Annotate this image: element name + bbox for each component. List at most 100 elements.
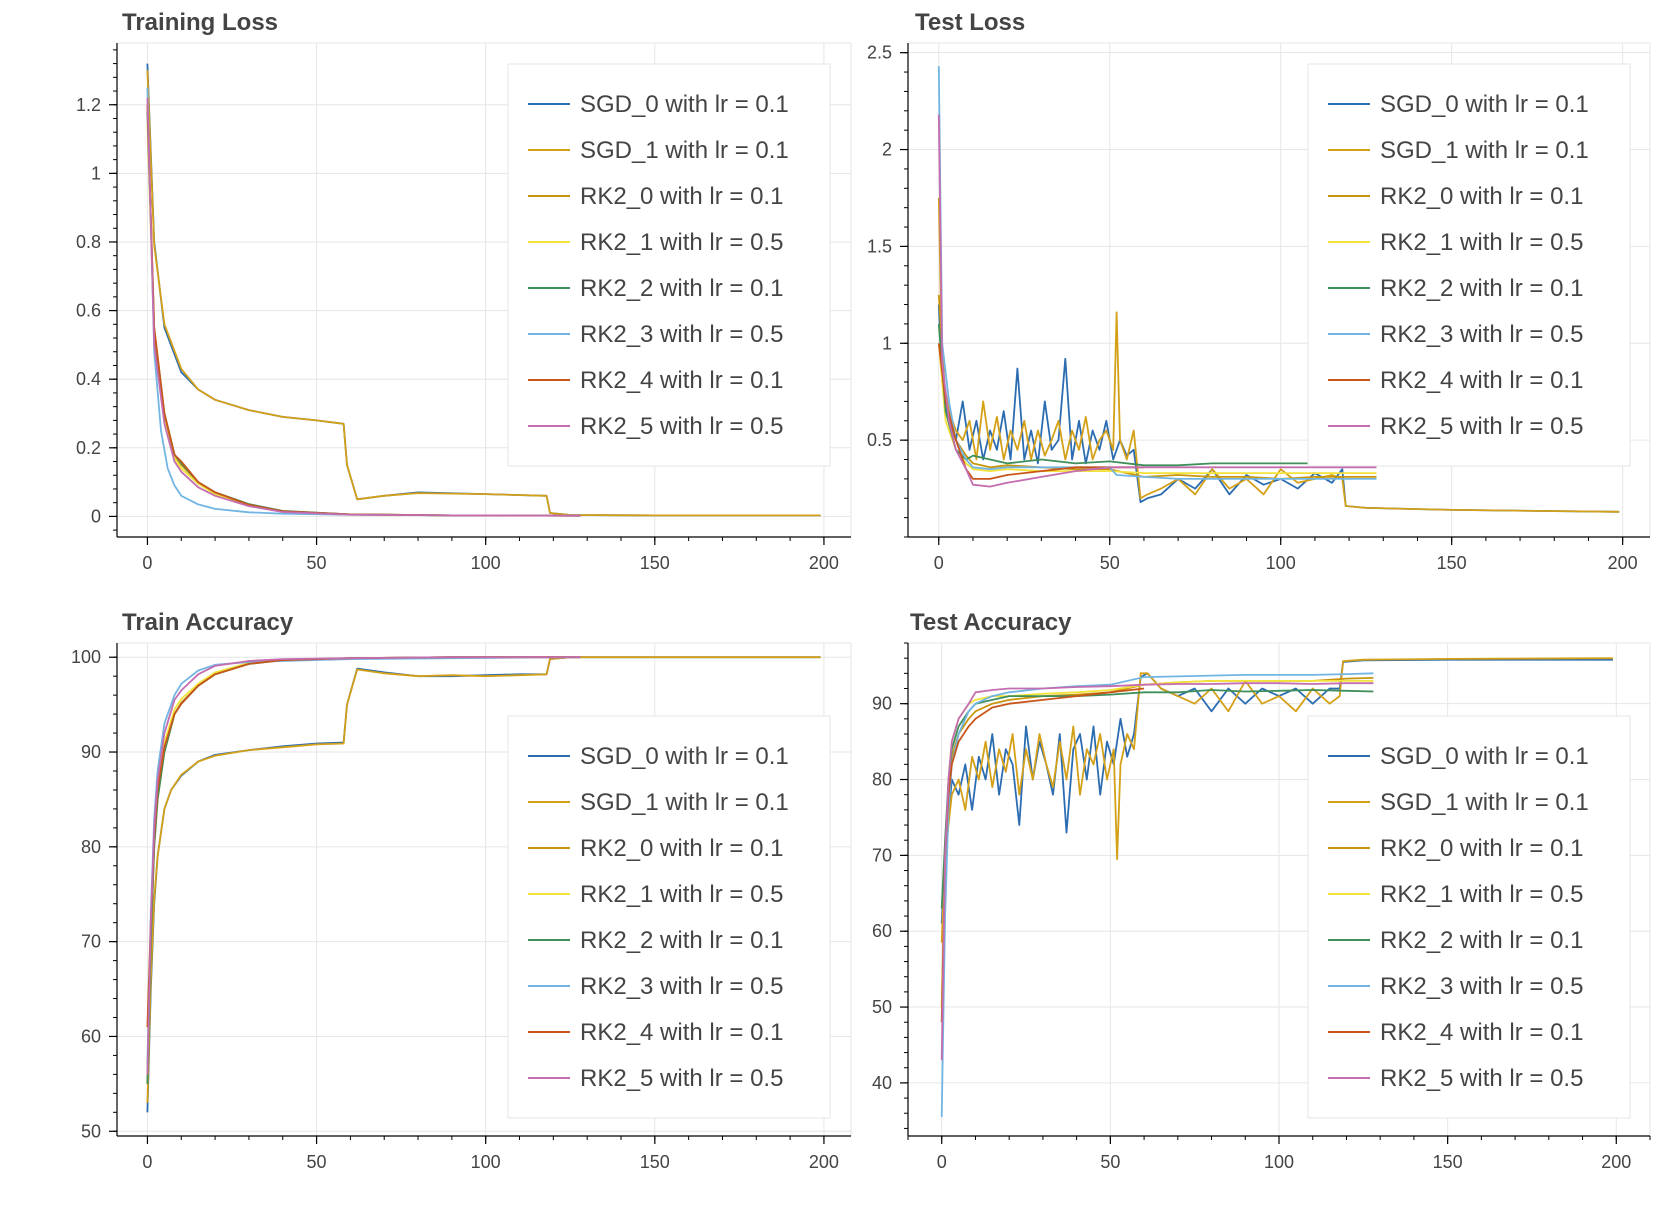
y-tick-label: 0 [91, 506, 101, 526]
y-tick-label: 1 [882, 333, 892, 353]
legend-label: RK2_0 with lr = 0.1 [580, 835, 783, 862]
y-tick-label: 0.2 [76, 438, 101, 458]
legend-label: RK2_1 with lr = 0.5 [1380, 881, 1583, 908]
legend-label: RK2_3 with lr = 0.5 [1380, 973, 1583, 1000]
y-tick-label: 90 [81, 742, 101, 762]
y-tick-label: 50 [872, 997, 892, 1017]
x-tick-label: 100 [1266, 553, 1296, 573]
y-tick-label: 0.6 [76, 301, 101, 321]
series-line-4 [937, 343, 1377, 475]
legend-label: RK2_2 with lr = 0.1 [1380, 275, 1583, 302]
legend-label: SGD_1 with lr = 0.1 [1380, 137, 1589, 164]
x-tick-label: 150 [1433, 1152, 1463, 1172]
series-line-2 [146, 70, 821, 517]
series-line-5 [940, 689, 1374, 909]
legend-label: SGD_1 with lr = 0.1 [1380, 789, 1589, 816]
chart-title: Training Loss [122, 9, 278, 36]
x-tick-label: 100 [471, 553, 501, 573]
series-line-1 [937, 304, 1620, 513]
legend-label: RK2_1 with lr = 0.5 [1380, 229, 1583, 256]
y-tick-label: 60 [81, 1026, 101, 1046]
legend: SGD_0 with lr = 0.1 SGD_1 with lr = 0.1 RK… [507, 63, 831, 467]
x-tick-label: 0 [937, 1152, 947, 1172]
legend-label: RK2_4 with lr = 0.1 [580, 367, 783, 394]
y-tick-label: 0.8 [76, 232, 101, 252]
legend-label: RK2_0 with lr = 0.1 [580, 183, 783, 210]
y-tick-label: 2.5 [867, 43, 892, 63]
legend-label: RK2_3 with lr = 0.5 [1380, 321, 1583, 348]
x-tick-label: 50 [1100, 1152, 1120, 1172]
legend-label: RK2_5 with lr = 0.5 [1380, 413, 1583, 440]
legend-box [1307, 63, 1631, 467]
y-tick-label: 1.2 [76, 95, 101, 115]
x-tick-label: 0 [142, 1152, 152, 1172]
legend-label: RK2_5 with lr = 0.5 [580, 1065, 783, 1092]
series-line-8 [146, 97, 581, 517]
x-tick-label: 200 [1608, 553, 1638, 573]
y-tick-label: 90 [872, 694, 892, 714]
chart-panel-3: Train Accuracy 0 50 100 150 200 50 60 70 80 90 100 S… [71, 609, 852, 1172]
series-line-8 [937, 114, 1377, 488]
legend-label: SGD_0 with lr = 0.1 [1380, 91, 1589, 118]
series-line-2 [940, 657, 1613, 943]
legend-label: RK2_1 with lr = 0.5 [580, 881, 783, 908]
y-tick-label: 40 [872, 1073, 892, 1093]
y-tick-label: 1.5 [867, 236, 892, 256]
y-tick-label: 80 [872, 770, 892, 790]
x-tick-label: 200 [1601, 1152, 1631, 1172]
legend: SGD_0 with lr = 0.1 SGD_1 with lr = 0.1 RK… [1307, 63, 1631, 467]
legend-label: RK2_1 with lr = 0.5 [580, 229, 783, 256]
chart-title: Test Accuracy [910, 609, 1072, 636]
y-tick-label: 0.4 [76, 369, 101, 389]
x-tick-label: 50 [307, 1152, 327, 1172]
legend-box [507, 715, 831, 1119]
y-tick-label: 70 [81, 932, 101, 952]
legend-label: RK2_3 with lr = 0.5 [580, 321, 783, 348]
x-tick-label: 200 [809, 553, 839, 573]
legend: SGD_0 with lr = 0.1 SGD_1 with lr = 0.1 RK… [507, 715, 831, 1119]
legend-label: SGD_1 with lr = 0.1 [580, 137, 789, 164]
legend-label: SGD_0 with lr = 0.1 [1380, 743, 1589, 770]
legend-label: SGD_1 with lr = 0.1 [580, 789, 789, 816]
x-tick-label: 50 [1100, 553, 1120, 573]
legend-label: RK2_4 with lr = 0.1 [580, 1019, 783, 1046]
legend-label: RK2_2 with lr = 0.1 [580, 275, 783, 302]
x-tick-label: 100 [1264, 1152, 1294, 1172]
y-tick-label: 1 [91, 163, 101, 183]
legend-label: RK2_0 with lr = 0.1 [1380, 183, 1583, 210]
y-tick-label: 70 [872, 845, 892, 865]
legend-box [1307, 715, 1631, 1119]
chart-panel-4: Test Accuracy 0 50 100 150 200 40 50 60 70 80 90 SGD… [872, 609, 1651, 1172]
legend: SGD_0 with lr = 0.1 SGD_1 with lr = 0.1 RK… [1307, 715, 1631, 1119]
x-tick-label: 0 [142, 553, 152, 573]
legend-label: RK2_5 with lr = 0.5 [580, 413, 783, 440]
legend-label: RK2_2 with lr = 0.1 [1380, 927, 1583, 954]
legend-label: SGD_0 with lr = 0.1 [580, 91, 789, 118]
series-line-7 [937, 343, 1144, 480]
legend-label: RK2_2 with lr = 0.1 [580, 927, 783, 954]
chart-panel-2: Test Loss 0 50 100 150 200 0.5 1 1.5 2 2.5 SGD_0 wi… [867, 9, 1651, 573]
series-line-8 [146, 656, 581, 1075]
series-line-2 [146, 656, 821, 1103]
x-tick-label: 200 [809, 1152, 839, 1172]
x-tick-label: 100 [471, 1152, 501, 1172]
chart-title: Test Loss [915, 9, 1025, 36]
legend-box [507, 63, 831, 467]
legend-label: RK2_4 with lr = 0.1 [1380, 1019, 1583, 1046]
y-tick-label: 100 [71, 647, 101, 667]
y-tick-label: 50 [81, 1121, 101, 1141]
chart-panel-1: Training Loss 0 50 100 150 200 0 0.2 0.4 0.6 0.8 1 1… [76, 9, 852, 573]
x-tick-label: 50 [307, 553, 327, 573]
y-tick-label: 0.5 [867, 430, 892, 450]
x-tick-label: 0 [934, 553, 944, 573]
legend-label: RK2_4 with lr = 0.1 [1380, 367, 1583, 394]
series-line-2 [937, 197, 1620, 513]
x-tick-label: 150 [640, 1152, 670, 1172]
legend-label: SGD_0 with lr = 0.1 [580, 743, 789, 770]
x-tick-label: 150 [640, 553, 670, 573]
x-tick-label: 150 [1437, 553, 1467, 573]
y-tick-label: 80 [81, 837, 101, 857]
legend-label: RK2_0 with lr = 0.1 [1380, 835, 1583, 862]
